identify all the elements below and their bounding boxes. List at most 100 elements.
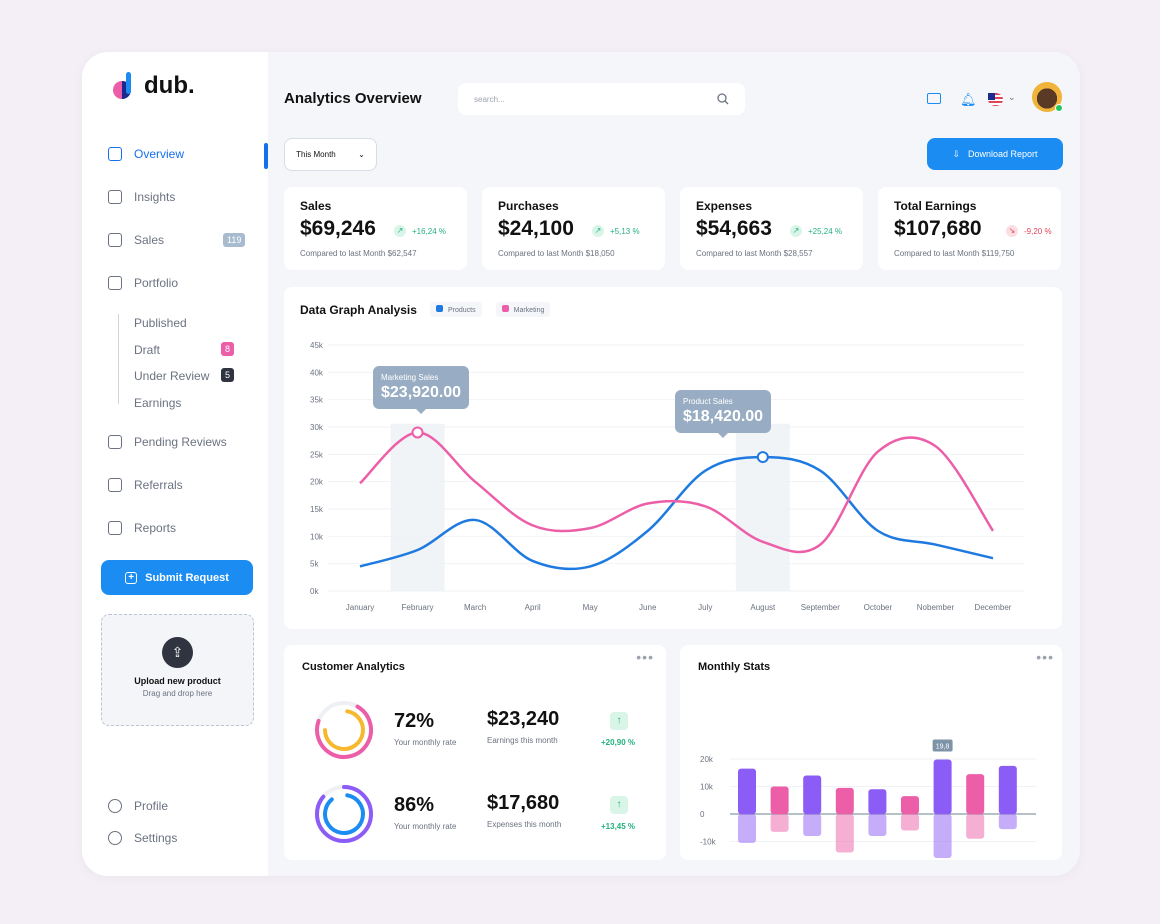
bell-icon[interactable]: 🔔︎ (960, 92, 977, 107)
wallet-icon (108, 233, 122, 247)
logo-icon (113, 72, 131, 99)
x-tick-label: May (583, 603, 598, 612)
y-tick-label: 20k (700, 755, 714, 764)
y-tick-label: 45k (310, 341, 324, 350)
sidebar-item-pending-reviews[interactable]: Pending Reviews (108, 435, 248, 449)
y-tick-label: 40k (310, 368, 324, 377)
legend: Products Marketing (430, 302, 551, 317)
sidebar-item-reports[interactable]: Reports (108, 521, 248, 535)
value-tooltip-label: 19,8 (936, 744, 950, 751)
customer-analytics-card: Customer Analytics ••• 72% Your monthly … (284, 645, 666, 860)
download-report-button[interactable]: ⇩ Download Report (927, 138, 1063, 170)
x-tick-label: January (346, 603, 374, 612)
mail-icon[interactable] (927, 93, 941, 104)
customer-row: 86% Your monthly rate $17,680 Expenses t… (284, 774, 666, 854)
upload-dropzone[interactable]: ⇪ Upload new product Drag and drop here (101, 614, 254, 726)
tooltip-marketing: Marketing Sales $23,920.00 (373, 366, 470, 414)
bar-negative (835, 814, 854, 853)
flag-us-icon[interactable] (988, 93, 1003, 106)
bar-negative (966, 814, 985, 839)
bar-negative (933, 814, 952, 858)
kpi-card: Total Earnings $107,680 ↘ -9,20 % Compared t… (878, 187, 1061, 270)
sidebar-subitem-earnings[interactable]: Earnings (134, 395, 182, 410)
more-icon[interactable]: ••• (1036, 649, 1054, 665)
grid-icon (108, 276, 122, 290)
change-badge: ↗ +5,13 % (592, 225, 640, 237)
progress-ring (315, 785, 373, 843)
sidebar-subitem-under-review[interactable]: Under Review 5 (134, 368, 244, 383)
bar-negative (901, 814, 919, 831)
y-tick-label: 0k (310, 587, 319, 596)
gear-icon (108, 831, 122, 845)
bar-positive (901, 796, 919, 814)
x-tick-label: July (698, 603, 712, 612)
y-tick-label: 0 (700, 810, 705, 819)
submit-request-button[interactable]: + Submit Request (101, 560, 253, 595)
highlight-band (735, 423, 790, 591)
clock-icon (108, 435, 122, 449)
logo[interactable]: dub. (112, 72, 195, 100)
avatar[interactable] (1032, 82, 1063, 112)
period-select[interactable]: This Month ⌄ (284, 138, 377, 171)
x-tick-label: September (801, 603, 840, 612)
sidebar-item-sales[interactable]: Sales 119 (108, 233, 248, 247)
bar-negative (803, 814, 822, 836)
change-badge: ↘ -9,20 % (1006, 225, 1052, 237)
y-tick-label: 10k (700, 783, 714, 792)
x-tick-label: October (864, 603, 893, 612)
chart-title: Data Graph Analysis (300, 303, 417, 317)
line-chart: 0k 5k 10k 15k 20k 25k 30k 35k 40k 45k January Febru… (310, 341, 1024, 612)
user-icon (108, 799, 122, 813)
search-icon (717, 93, 729, 105)
data-graph-card: Data Graph Analysis Products Marketing 0… (284, 287, 1062, 629)
y-tick-label: 20k (310, 478, 324, 487)
sidebar-item-overview[interactable]: Overview (108, 147, 248, 161)
change-badge: ↗ +16,24 % (394, 225, 446, 237)
arrow-up-icon: ↑ (610, 712, 628, 730)
arrow-down-right-icon: ↘ (1006, 225, 1018, 237)
legend-marketing[interactable]: Marketing (495, 302, 551, 317)
progress-ring (315, 701, 373, 759)
sidebar-item-portfolio[interactable]: Portfolio (108, 276, 248, 290)
bar-positive (868, 789, 887, 814)
sidebar-subitem-published[interactable]: Published (134, 316, 187, 330)
x-tick-label: June (639, 603, 657, 612)
chevron-down-icon[interactable]: ⌄ (1008, 92, 1016, 102)
search-input[interactable]: search... (458, 83, 745, 115)
arrow-up-right-icon: ↗ (790, 225, 802, 237)
y-tick-label: 15k (310, 505, 324, 514)
bar-negative (770, 814, 789, 832)
upload-icon: ⇪ (162, 637, 193, 668)
y-tick-label: 5k (310, 560, 319, 569)
x-tick-label: February (402, 603, 434, 612)
sidebar-item-profile[interactable]: Profile (108, 799, 248, 813)
sidebar-item-referrals[interactable]: Referrals (108, 478, 248, 492)
users-icon (108, 478, 122, 492)
download-icon: ⇩ (952, 148, 960, 159)
x-tick-label: August (750, 603, 776, 612)
sidebar-item-settings[interactable]: Settings (108, 831, 248, 845)
x-tick-label: April (525, 603, 541, 612)
series-line-marketing (359, 431, 995, 554)
arrow-up-right-icon: ↗ (592, 225, 604, 237)
value-tooltip (932, 739, 953, 752)
sidebar-subitem-draft[interactable]: Draft 8 (134, 341, 244, 357)
series-line-products (359, 455, 994, 571)
customer-row: 72% Your monthly rate $23,240 Earnings t… (284, 690, 666, 770)
y-tick-label: -10k (700, 838, 717, 847)
y-tick-label: 25k (310, 450, 324, 459)
active-indicator (264, 143, 268, 169)
bar-positive (738, 768, 756, 814)
bar-positive (966, 774, 985, 814)
more-icon[interactable]: ••• (636, 649, 654, 665)
arrow-up-icon: ↑ (610, 796, 628, 814)
kpi-card: Expenses $54,663 ↗ +25,24 % Compared to last… (680, 187, 863, 270)
legend-products[interactable]: Products (430, 302, 482, 317)
monthly-stats-card: Monthly Stats ••• 20k10k0-10k-20kJanFebM… (680, 645, 1062, 860)
sidebar-item-insights[interactable]: Insights (108, 190, 248, 204)
app-window: dub. + Submit Request ⇪ Upload new produc… (82, 52, 1080, 876)
x-tick-label: March (464, 603, 486, 612)
chart-icon (108, 190, 122, 204)
tree-line (118, 314, 119, 404)
bar-positive (835, 787, 854, 814)
